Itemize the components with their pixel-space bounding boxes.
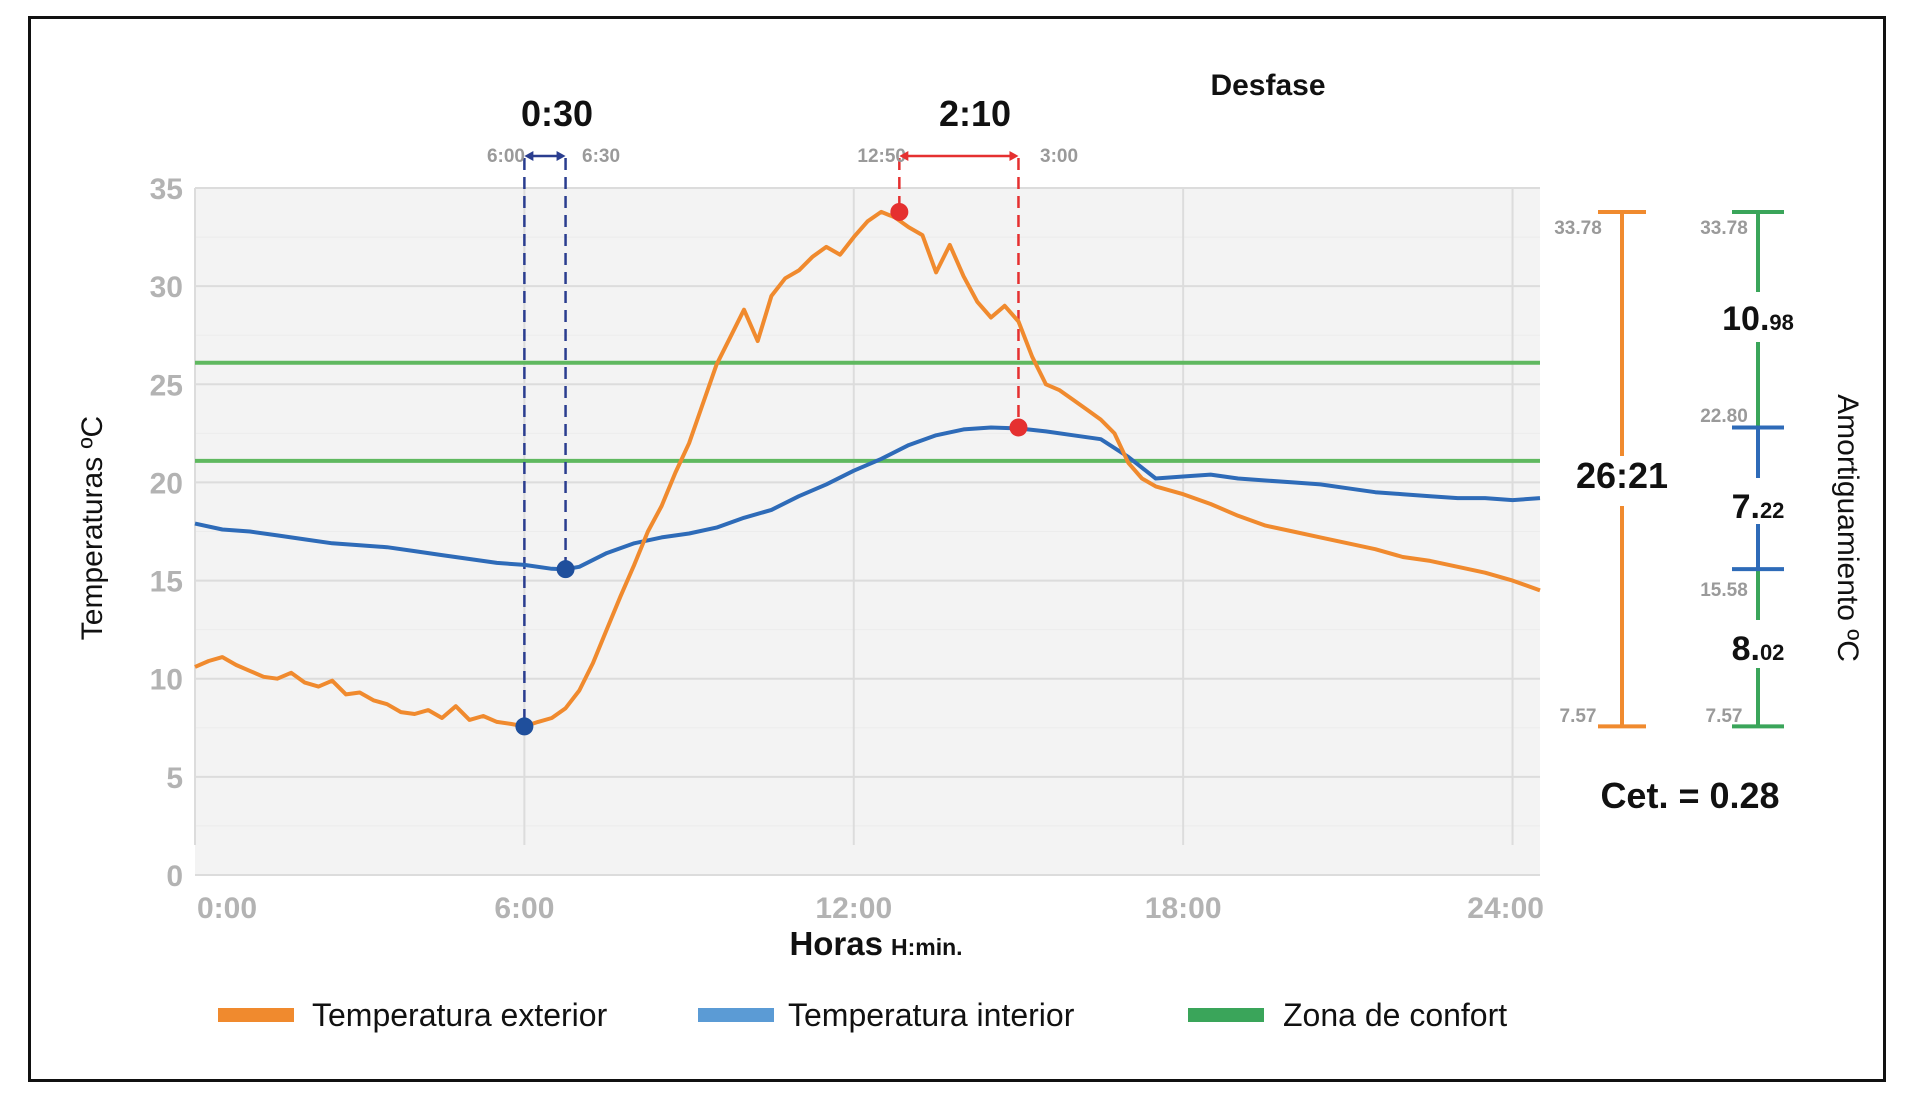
legend-swatch-confort	[1188, 1008, 1264, 1022]
data-marker	[890, 202, 909, 221]
x-tick-label: 6:00	[494, 892, 554, 925]
y-tick-label: 10	[150, 664, 183, 697]
legend-label-exterior: Temperatura exterior	[312, 997, 608, 1033]
y-tick-label: 35	[150, 173, 183, 206]
legend: Temperatura exterior Temperatura interio…	[218, 997, 1507, 1033]
lag2-value: 2:10	[939, 93, 1011, 134]
x-tick-label: 12:00	[815, 892, 892, 925]
x-tick-label: 18:00	[1145, 892, 1222, 925]
y-tick-label: 20	[150, 467, 183, 500]
amort-seg2: 7.22	[1732, 488, 1785, 526]
green-mid-lower-label: 15.58	[1700, 580, 1748, 601]
cet-label: Cet. = 0.28	[1600, 775, 1779, 816]
orange-range-bracket	[1598, 209, 1646, 729]
x-tick-label: 0:00	[197, 892, 257, 925]
amort-seg1: 10.98	[1722, 300, 1794, 338]
amortiguamiento-scale	[1732, 209, 1784, 729]
data-marker	[1009, 418, 1028, 437]
data-marker	[556, 560, 575, 579]
desfase-title: Desfase	[1210, 69, 1325, 102]
amort-seg3: 8.02	[1732, 630, 1785, 668]
lag2-to: 3:00	[1040, 146, 1078, 167]
lag1-to: 6:30	[582, 146, 620, 167]
y-tick-labels: 0 5 10 15 20 25 30 35	[150, 173, 183, 893]
lag2-from: 12:50	[857, 146, 906, 167]
orange-bottom-label: 7.57	[1560, 706, 1597, 727]
green-bottom-label: 7.57	[1706, 706, 1743, 727]
y2-axis-title: Amortiguamiento ºC	[1831, 394, 1864, 662]
data-series	[194, 209, 1541, 729]
y-tick-label: 0	[166, 860, 183, 893]
lag1-from: 6:00	[487, 146, 525, 167]
y-tick-label: 15	[150, 566, 183, 599]
lag2-arrow-head-left	[899, 151, 909, 161]
orange-range-label: 26:21	[1576, 455, 1668, 496]
y-tick-label: 25	[150, 369, 183, 402]
x-tick-label: 24:00	[1467, 892, 1544, 925]
lag1-arrow-head-left	[524, 151, 534, 161]
x-axis-title-unit: H:min.	[891, 934, 963, 960]
x-axis-title-main: Horas	[789, 925, 883, 962]
comfort-zone-lines	[195, 360, 1540, 463]
y-tick-label: 5	[166, 762, 183, 795]
orange-top-label: 33.78	[1554, 218, 1602, 239]
green-mid-upper-label: 22.80	[1700, 406, 1748, 427]
lag2-arrow-head-right	[1009, 151, 1019, 161]
amort-seg2-main: 7.	[1732, 488, 1760, 526]
amort-seg1-main: 10.	[1722, 300, 1769, 338]
legend-swatch-interior	[698, 1008, 774, 1022]
lag1-value: 0:30	[521, 93, 593, 134]
legend-label-interior: Temperatura interior	[788, 997, 1075, 1033]
y-tick-label: 30	[150, 271, 183, 304]
legend-label-confort: Zona de confort	[1283, 997, 1507, 1033]
y-axis-title: Temperaturas ºC	[76, 416, 109, 640]
gridlines	[194, 187, 1540, 876]
x-axis-title: Horas H:min.	[789, 925, 962, 962]
amort-seg3-main: 8.	[1732, 630, 1760, 668]
x-tick-labels: 0:00 6:00 12:00 18:00 24:00	[197, 892, 1544, 925]
series-line-interior	[194, 425, 1541, 572]
amort-seg2-sub: 22	[1760, 498, 1784, 523]
amort-seg1-sub: 98	[1769, 310, 1793, 335]
lag1-arrow-head-right	[556, 151, 566, 161]
green-top-label: 33.78	[1700, 218, 1748, 239]
legend-swatch-exterior	[218, 1008, 294, 1022]
data-markers	[515, 202, 1028, 736]
lag2-arrow	[899, 151, 1019, 161]
series-line-exterior	[194, 209, 1541, 729]
lag1-arrow	[524, 151, 566, 161]
data-marker	[515, 717, 534, 736]
amort-seg3-sub: 02	[1760, 640, 1784, 665]
